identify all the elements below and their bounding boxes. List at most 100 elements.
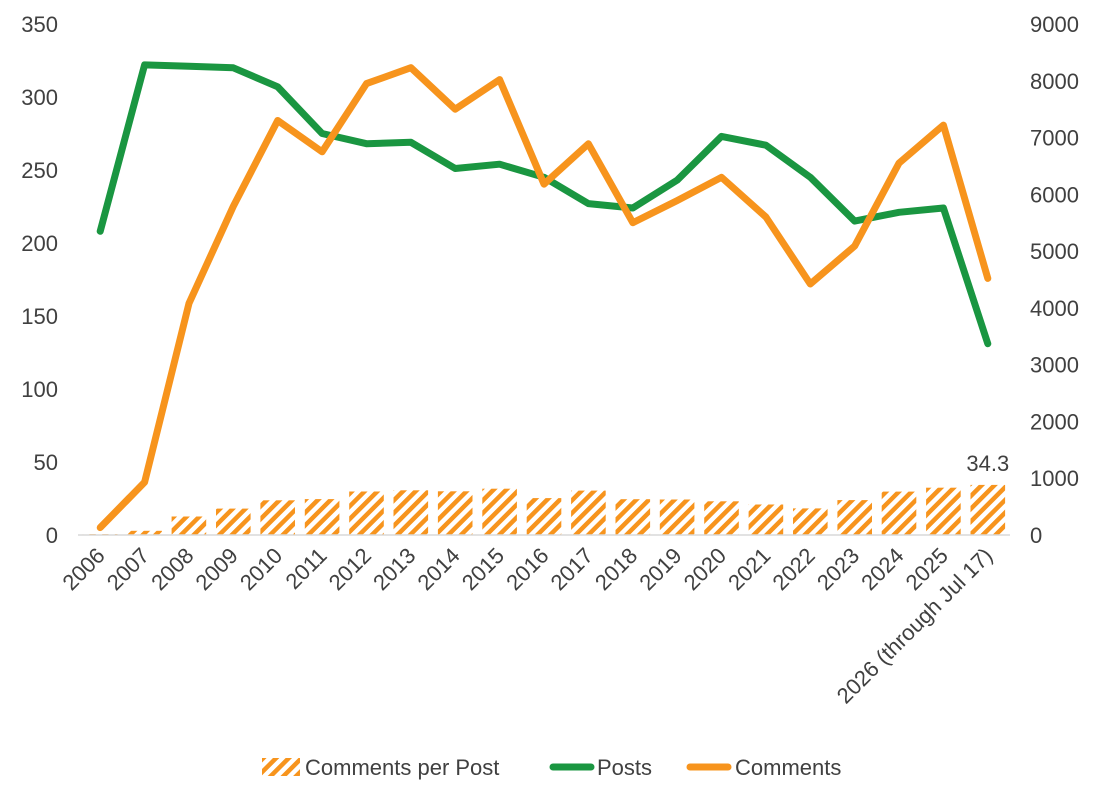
bar-comments-per-post-2008 [171, 516, 207, 535]
point-comments-2009 [232, 205, 234, 207]
data-label-comments-per-post-2026-through-jul-17: 34.3 [966, 451, 1009, 476]
x-tick-2020: 2020 [679, 543, 731, 595]
x-tick-2023: 2023 [812, 543, 864, 595]
right-tick-0: 0 [1030, 523, 1042, 548]
right-tick-9000: 9000 [1030, 12, 1079, 37]
right-tick-7000: 7000 [1030, 126, 1079, 151]
point-posts-2010 [277, 86, 279, 88]
bar-comments-per-post-2017 [571, 490, 606, 535]
legend: Comments per Post Posts Comments [262, 755, 841, 780]
left-tick-50: 50 [34, 450, 58, 475]
x-tick-2018: 2018 [590, 543, 642, 595]
bar-comments-per-post-2022 [793, 508, 828, 535]
point-comments-2006 [99, 527, 101, 529]
point-posts-2025 [942, 207, 944, 209]
point-posts-2020 [721, 135, 722, 137]
point-posts-2024 [898, 211, 900, 213]
bar-comments-per-post-2011 [304, 499, 340, 535]
legend-label-comments: Comments [735, 755, 841, 780]
lines-layer [96, 61, 992, 532]
point-comments-2014 [454, 108, 456, 110]
point-posts-2021 [765, 144, 767, 146]
point-posts-2008 [188, 65, 190, 67]
right-axis-ticks: 0 1000 2000 3000 4000 5000 6000 7000 8000 9000 [1030, 12, 1079, 548]
bar-comments-per-post-2015 [482, 488, 517, 535]
point-comments-2022 [809, 283, 811, 285]
left-tick-200: 200 [21, 231, 58, 256]
point-comments-2021 [765, 216, 767, 218]
right-tick-8000: 8000 [1030, 69, 1079, 94]
x-tick-2007: 2007 [102, 543, 154, 595]
point-posts-2018 [632, 207, 634, 209]
point-comments-2019 [676, 200, 678, 202]
x-tick-2008: 2008 [146, 543, 198, 595]
bars-layer [82, 484, 1006, 535]
right-tick-5000: 5000 [1030, 239, 1079, 264]
point-posts-2012 [366, 143, 367, 145]
left-axis-ticks: 0 50 100 150 200 250 300 350 [21, 12, 58, 548]
x-tick-2013: 2013 [368, 543, 420, 595]
point-comments-2012 [366, 83, 367, 85]
bar-comments-per-post-2020 [704, 501, 739, 535]
legend-label-posts: Posts [597, 755, 652, 780]
right-tick-6000: 6000 [1030, 182, 1079, 207]
x-tick-2009: 2009 [191, 543, 243, 595]
right-tick-2000: 2000 [1030, 409, 1079, 434]
point-posts-2014 [454, 168, 456, 169]
point-comments-2023 [854, 245, 856, 247]
x-tick-2022: 2022 [768, 543, 820, 595]
x-tick-2016: 2016 [501, 543, 553, 595]
left-tick-350: 350 [21, 12, 58, 37]
point-comments-2024 [898, 162, 900, 164]
point-posts-2009 [232, 67, 234, 69]
point-comments-2010 [277, 120, 279, 121]
x-tick-2021: 2021 [723, 543, 775, 595]
bar-comments-per-post-2018 [615, 499, 651, 535]
legend-swatch-comments-per-post [262, 758, 300, 776]
point-comments-2016 [543, 183, 545, 185]
bar-comments-per-post-2021 [748, 504, 784, 535]
right-tick-4000: 4000 [1030, 296, 1079, 321]
x-tick-2010: 2010 [235, 543, 287, 595]
left-tick-150: 150 [21, 304, 58, 329]
bar-comments-per-post-2010 [260, 500, 295, 535]
point-posts-2013 [410, 141, 412, 143]
bar-comments-per-post-2014 [437, 491, 473, 535]
point-comments-2020 [721, 176, 722, 178]
point-posts-2019 [676, 179, 678, 181]
point-comments-2018 [632, 222, 634, 224]
x-tick-2024: 2024 [856, 543, 908, 595]
x-tick-2019: 2019 [634, 543, 686, 595]
point-comments-2026-through-jul-17 [987, 277, 989, 279]
bar-comments-per-post-2024 [881, 491, 917, 535]
bar-comments-per-post-2013 [393, 490, 429, 535]
bar-comments-per-post-2012 [349, 491, 384, 535]
legend-label-comments-per-post: Comments per Post [305, 755, 499, 780]
bar-comments-per-post-2023 [837, 500, 872, 535]
point-comments-2007 [144, 481, 146, 483]
bar-comments-per-post-2009 [216, 508, 251, 535]
point-comments-2025 [942, 124, 944, 126]
point-posts-2022 [809, 176, 811, 178]
x-tick-2012: 2012 [324, 543, 376, 595]
x-tick-2017: 2017 [546, 543, 598, 595]
left-tick-0: 0 [46, 523, 58, 548]
x-tick-2014: 2014 [412, 543, 464, 595]
point-posts-2006 [99, 230, 101, 232]
point-comments-2015 [499, 79, 501, 81]
bar-comments-per-post-2019 [659, 499, 695, 535]
data-labels: 34.3 [966, 451, 1009, 476]
point-comments-2013 [410, 67, 412, 69]
point-posts-2023 [854, 220, 856, 222]
x-tick-2006: 2006 [57, 543, 109, 595]
bar-comments-per-post-2026-through-jul-17 [970, 484, 1006, 535]
point-posts-2011 [321, 133, 323, 134]
point-comments-2017 [587, 143, 589, 145]
bar-comments-per-post-2007 [127, 530, 162, 535]
point-posts-2026-through-jul-17 [987, 343, 989, 345]
left-tick-300: 300 [21, 85, 58, 110]
point-posts-2015 [499, 163, 501, 165]
point-posts-2017 [587, 203, 589, 205]
x-tick-2011: 2011 [281, 543, 332, 594]
